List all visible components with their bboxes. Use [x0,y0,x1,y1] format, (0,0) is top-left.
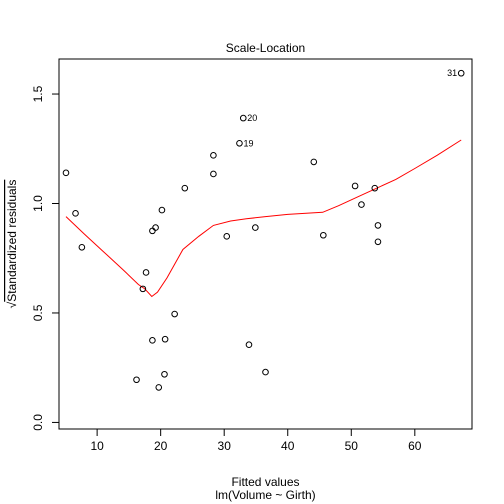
point-label: 31 [447,68,457,78]
point-label: 19 [243,138,253,148]
data-point [210,170,217,178]
x-axis-label: Fitted values [231,475,299,489]
data-point [351,182,359,190]
data-point [161,370,168,378]
y-tick-label: 1.0 [31,195,45,212]
data-point [374,238,382,246]
data-point [171,310,178,318]
data-point [161,335,169,343]
point-labels: 19 20 31 [243,68,457,148]
data-point [181,184,189,192]
y-axis-label-sqrt: √ [5,301,19,308]
data-point [358,201,365,208]
x-tick-label: 40 [281,439,295,453]
x-tick-label: 10 [90,439,104,453]
data-point [320,231,327,239]
data-point [371,184,379,192]
data-point [252,224,259,231]
point-label: 20 [247,113,257,123]
chart-title: Scale-Location [226,41,305,55]
y-tick-label: 0.5 [31,304,45,321]
data-point [310,158,318,166]
x-tick-label: 20 [154,439,168,453]
data-point [374,222,382,229]
data-point [210,152,217,159]
plot-frame [58,58,473,430]
data-point [158,206,166,214]
x-axis: 10 20 30 40 50 60 [90,428,422,453]
y-axis-label-text: Standardized residuals [5,180,19,302]
x-axis-sublabel: lm(Volume ~ Girth) [215,488,315,502]
data-point [62,169,70,177]
data-point [139,285,147,293]
data-point [239,114,247,122]
data-point [245,341,253,349]
x-tick-label: 60 [408,439,422,453]
data-point [223,233,231,240]
y-axis: 0.0 0.5 1.0 1.5 [31,85,60,431]
y-tick-label: 1.5 [31,85,45,102]
x-tick-label: 50 [345,439,359,453]
data-point [155,384,163,391]
data-point [262,368,269,376]
data-point [78,243,86,251]
data-point [72,210,79,217]
data-points [62,69,465,391]
y-axis-label: √Standardized residuals [5,180,19,309]
smooth-line [65,139,462,298]
data-point [457,69,465,77]
data-point [142,269,150,276]
data-point [152,224,159,231]
data-point [149,337,156,344]
y-tick-label: 0.0 [31,414,45,431]
x-tick-label: 30 [218,439,232,453]
data-point [149,227,156,235]
data-point [236,139,243,147]
data-point [133,376,140,384]
